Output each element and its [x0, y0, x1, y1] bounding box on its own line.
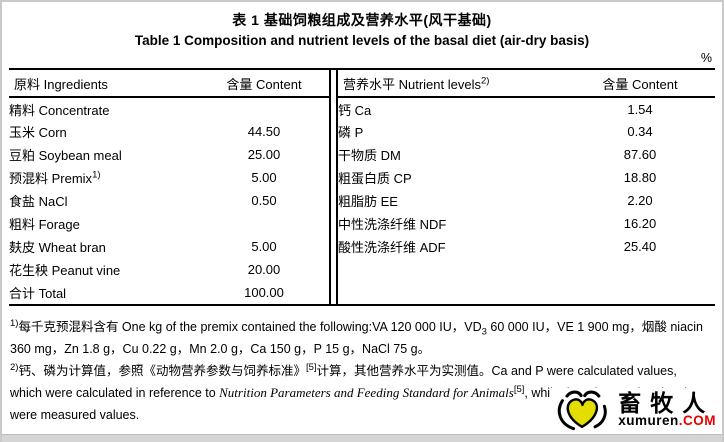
footnote-1-marker: 1): [10, 317, 19, 329]
heart-logo-icon: [558, 390, 608, 431]
unit-label: %: [700, 51, 712, 65]
ingredients-header-name: 原料 Ingredients: [9, 70, 199, 98]
table-row: 预混料 Premix1) 5.00: [9, 169, 277, 186]
footnote-2-text: 计算，其他营养水平为实测值。Ca and P were calculated v…: [10, 364, 677, 400]
footnote-ref-2: 2): [480, 75, 490, 87]
table-row-total: 合计 Total 100.00: [9, 285, 284, 301]
table-row: 干物质 DM 87.60: [338, 147, 657, 163]
footnote-1-text: 每千克预混料含有 One kg of the premix contained …: [18, 320, 482, 334]
ingredients-table: 原料 Ingredients 含量 Content 精料 Concentrate…: [9, 70, 329, 304]
footnote-2-marker: 2): [10, 361, 19, 373]
nutrients-table: 营养水平 Nutrient levels2) 含量 Content 钙 Ca 1…: [338, 70, 715, 258]
citation-ref: [5]: [305, 361, 317, 373]
table-row: 钙 Ca 1.54: [338, 101, 653, 118]
table-row: 食盐 NaCl 0.50: [9, 193, 277, 209]
ingredients-header-row: 原料 Ingredients 含量 Content: [9, 70, 329, 98]
xumuren-watermark-logo: 畜牧人 xumuren.COM: [550, 388, 716, 432]
ingredients-column: 原料 Ingredients 含量 Content 精料 Concentrate…: [9, 70, 331, 304]
nutrients-header-name: 营养水平 Nutrient levels: [343, 76, 481, 92]
bottom-border-strip: [2, 434, 722, 442]
vd3-subscript: 3: [481, 326, 487, 338]
citation-ref: [5]: [513, 383, 525, 395]
footnote-2-text: 钙、磷为计算值，参照《动物营养参数与饲养标准》: [18, 364, 306, 378]
table-title-cn: 表 1 基础饲粮组成及营养水平(风干基础): [232, 12, 492, 28]
table-row: 酸性洗涤纤维 ADF 25.40: [338, 239, 657, 255]
table-row: 花生秧 Peanut vine 20.00: [9, 262, 281, 278]
row-label: 预混料 Premix: [9, 171, 93, 186]
table-row: 玉米 Corn 44.50: [9, 124, 281, 140]
table-row: 精料 Concentrate: [9, 102, 110, 118]
table-row: 粗料 Forage: [9, 217, 80, 232]
logo-tld: .COM: [678, 413, 716, 428]
basal-diet-table: 原料 Ingredients 含量 Content 精料 Concentrate…: [9, 68, 715, 306]
logo-domain: xumuren: [618, 413, 679, 428]
footnote-ref-1: 1): [92, 169, 101, 181]
table-row: 中性洗涤纤维 NDF 16.20: [338, 216, 657, 232]
nutrients-header-content: 含量 Content: [565, 70, 715, 98]
footnote-1: 1)每千克预混料含有 One kg of the premix containe…: [10, 316, 712, 360]
nutrients-header-row: 营养水平 Nutrient levels2) 含量 Content: [338, 70, 715, 98]
nutrients-column: 营养水平 Nutrient levels2) 含量 Content 钙 Ca 1…: [336, 70, 715, 304]
table-row: 麸皮 Wheat bran 5.00: [9, 239, 277, 255]
table-row: 豆粕 Soybean meal 25.00: [9, 147, 281, 163]
logo-text: 畜牧人 xumuren.COM: [618, 392, 716, 428]
table-row: 粗脂肪 EE 2.20: [338, 193, 653, 209]
logo-url: xumuren.COM: [618, 414, 716, 428]
table-row: 磷 P 0.34: [338, 124, 653, 140]
table-row: 粗蛋白质 CP 18.80: [338, 170, 657, 186]
book-title-italic: Nutrition Parameters and Feeding Standar…: [219, 385, 514, 400]
ingredients-header-content: 含量 Content: [199, 70, 329, 98]
table-title-en: Table 1 Composition and nutrient levels …: [134, 33, 590, 48]
footnote-1-text: 60 000 IU，VE 1 900 mg，烟酸 niacin 360 mg，Z…: [10, 320, 703, 356]
logo-name-cn: 畜牧人: [618, 390, 715, 416]
